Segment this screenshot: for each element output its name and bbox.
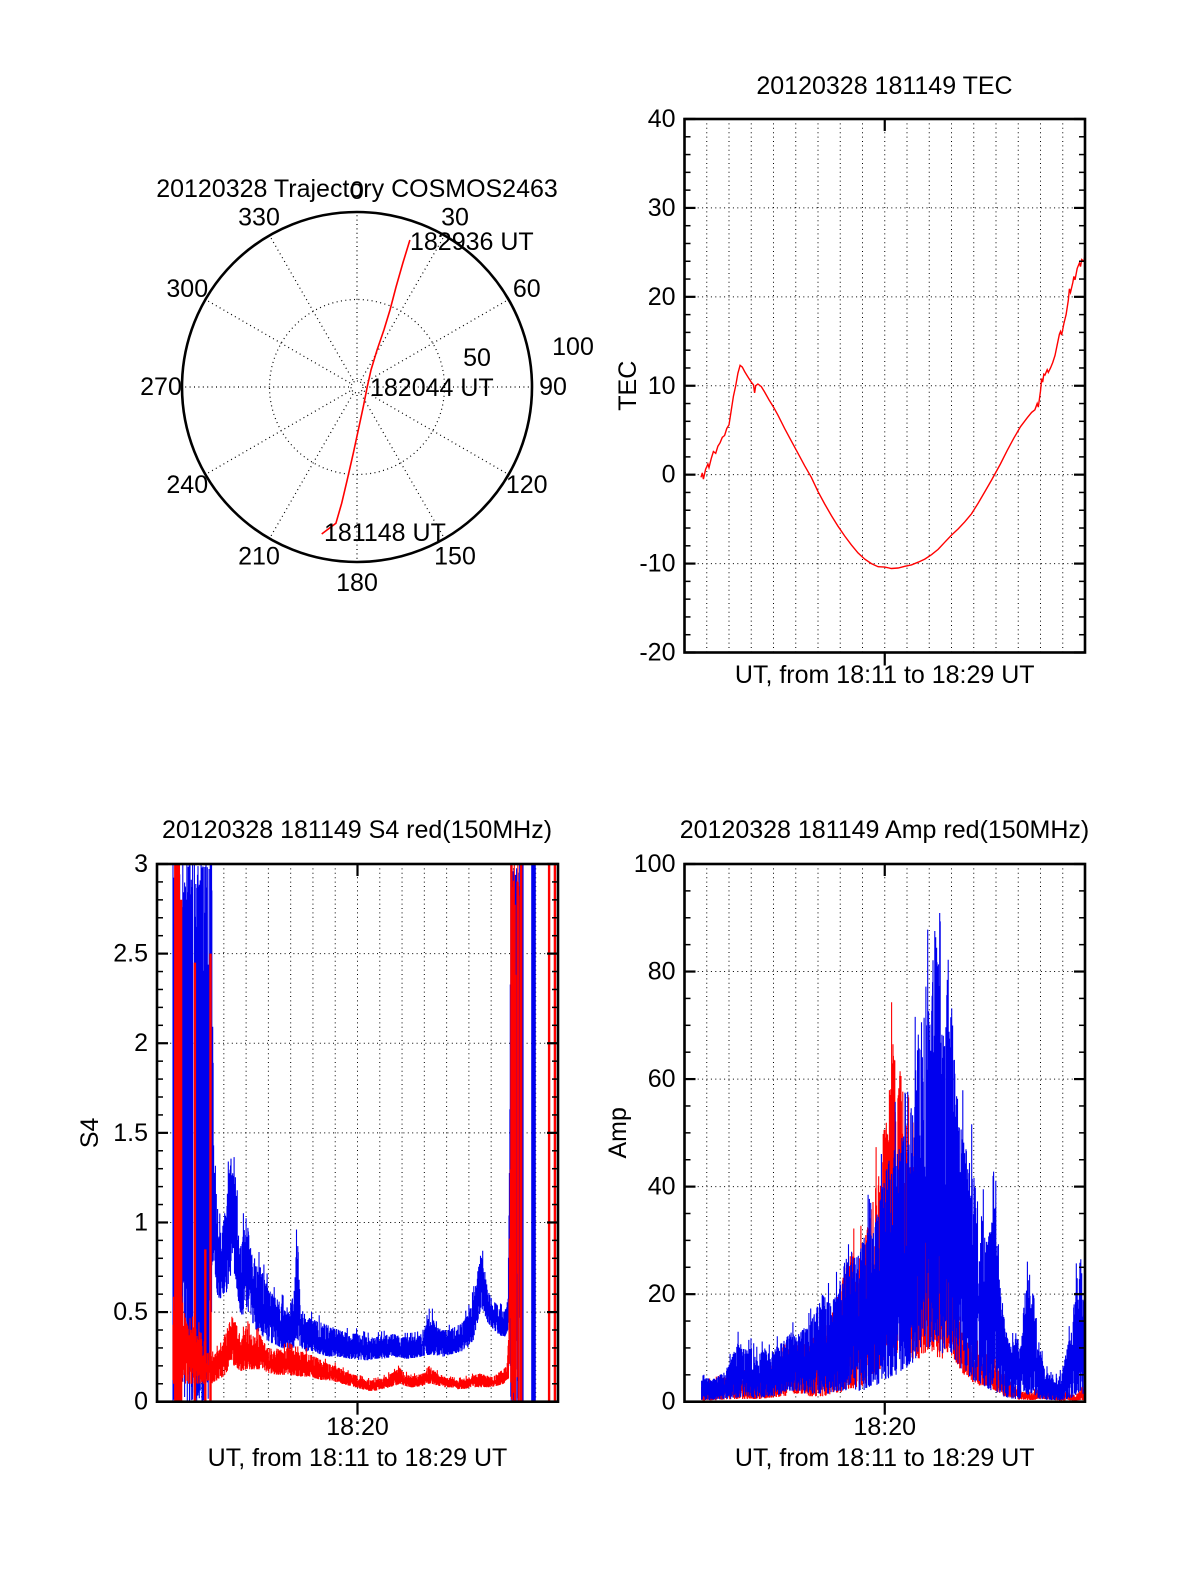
polar-spoke xyxy=(205,390,351,476)
y-axis-label: S4 xyxy=(76,1117,104,1148)
amp-blue-series xyxy=(701,913,1086,1401)
y-tick-label: -20 xyxy=(639,639,675,667)
x-axis-label: UT, from 18:11 to 18:29 UT xyxy=(735,661,1035,689)
azimuth-label: 240 xyxy=(166,471,208,499)
y-tick-label: 60 xyxy=(648,1065,676,1093)
x-tick-label: 18:20 xyxy=(853,1413,916,1441)
y-tick-label: 10 xyxy=(648,372,676,400)
y-tick-label: 30 xyxy=(648,194,676,222)
azimuth-label: 210 xyxy=(238,543,280,571)
azimuth-label: 120 xyxy=(506,471,548,499)
polar-outer-circle xyxy=(180,210,534,564)
y-tick-label: 0.5 xyxy=(113,1298,148,1326)
azimuth-label: 60 xyxy=(513,275,541,303)
chart-title: 20120328 181149 Amp red(150MHz) xyxy=(680,816,1090,844)
azimuth-label: 270 xyxy=(140,373,182,401)
y-tick-label: 20 xyxy=(648,283,676,311)
trajectory-sky-plot: 0 30 60 90 120 150 180 210 240 270 300 330 50 100 1829… xyxy=(80,150,650,620)
azimuth-label: 0 xyxy=(350,177,364,205)
tec-series xyxy=(700,254,1086,570)
y-tick-label: -10 xyxy=(639,550,675,578)
y-tick-label: 40 xyxy=(648,1173,676,1201)
chart-title: 20120328 Trajectory COSMOS2463 xyxy=(156,175,558,203)
y-tick-label: 3 xyxy=(134,850,148,878)
trajectory-annotation: 182936 UT xyxy=(410,228,534,256)
y-tick-label: 40 xyxy=(648,105,676,133)
amp-blue-band xyxy=(701,913,1086,1401)
polar-spoke xyxy=(205,298,351,384)
x-axis-label: UT, from 18:11 to 18:29 UT xyxy=(208,1444,508,1472)
y-tick-label: 1 xyxy=(134,1208,148,1236)
polar-spoke xyxy=(360,393,446,539)
y-tick-label: 0 xyxy=(662,461,676,489)
polar-spoke xyxy=(268,393,354,539)
azimuth-label: 150 xyxy=(434,543,476,571)
y-tick-label: 0 xyxy=(662,1388,676,1416)
y-tick-label: 2.5 xyxy=(113,940,148,968)
x-axis-label: UT, from 18:11 to 18:29 UT xyxy=(735,1444,1035,1472)
s4-blue-band xyxy=(172,864,521,1402)
elevation-label: 50 xyxy=(463,344,491,372)
y-tick-label: 20 xyxy=(648,1280,676,1308)
trajectory-annotation: 182044 UT xyxy=(370,374,494,402)
polar-spoke xyxy=(268,235,354,381)
trajectory-annotation: 181148 UT xyxy=(324,519,446,547)
y-tick-label: 1.5 xyxy=(113,1119,148,1147)
azimuth-label: 30 xyxy=(441,203,469,231)
tec-line xyxy=(700,254,1086,570)
elevation-ring-50 xyxy=(268,298,446,476)
elevation-label: 100 xyxy=(552,333,594,361)
polar-spoke xyxy=(360,235,446,381)
y-tick-label: 80 xyxy=(648,958,676,986)
amp-svg: 0 20 40 60 80 100 18:20 20120328 181149 Amp red… xyxy=(604,816,1090,1472)
s4-svg: 0 0.5 1 1.5 2 2.5 3 18:20 20120328 181149 S4 red… xyxy=(76,816,560,1472)
trajectory-svg: 0 30 60 90 120 150 180 210 240 270 300 330 50 100 1829… xyxy=(140,175,594,597)
azimuth-label: 180 xyxy=(336,569,378,597)
y-tick-label: 0 xyxy=(134,1388,148,1416)
x-tick-label: 18:20 xyxy=(326,1413,389,1441)
y-tick-label: 2 xyxy=(134,1029,148,1057)
center-ring xyxy=(350,380,364,394)
tec-chart: -20 -10 0 10 20 30 40 20120328 181149 TEC UT, fr… xyxy=(560,60,1140,700)
amp-chart: 0 20 40 60 80 100 18:20 20120328 181149 Amp red… xyxy=(590,810,1170,1490)
y-axis-label: Amp xyxy=(604,1107,632,1158)
trajectory-line xyxy=(321,239,411,535)
azimuth-label: 300 xyxy=(166,275,208,303)
y-axis-label: TEC xyxy=(614,361,642,411)
tec-svg: -20 -10 0 10 20 30 40 20120328 181149 TEC UT, fr… xyxy=(614,72,1087,689)
y-tick-label: 100 xyxy=(634,850,676,878)
chart-title: 20120328 181149 TEC xyxy=(756,72,1012,100)
s4-chart: 0 0.5 1 1.5 2 2.5 3 18:20 20120328 181149 S4 red… xyxy=(60,810,600,1490)
s4-blue-series xyxy=(172,864,536,1402)
azimuth-label: 330 xyxy=(238,203,280,231)
polar-spoke xyxy=(363,390,509,476)
chart-title: 20120328 181149 S4 red(150MHz) xyxy=(162,816,552,844)
azimuth-label: 90 xyxy=(539,373,567,401)
